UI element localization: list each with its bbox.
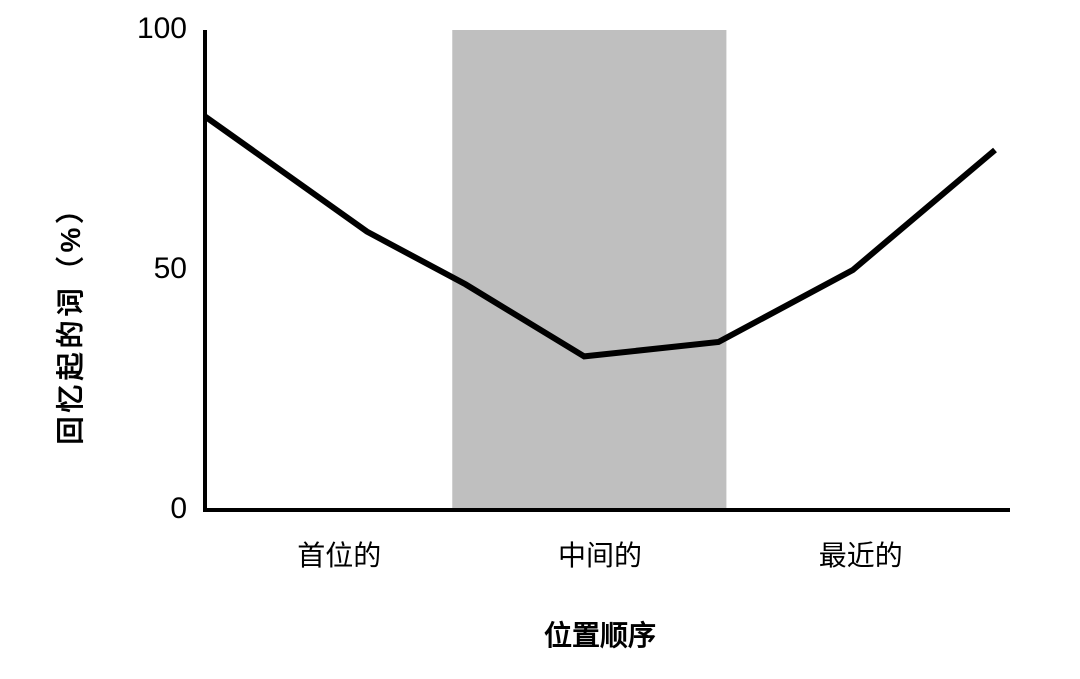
x-category-label: 首位的	[297, 540, 381, 571]
serial-position-chart: 0 50 100 回忆起的词（%） 首位的 中间的 最近的位置顺序	[0, 0, 1080, 679]
y-tick-label: 50	[154, 252, 187, 285]
y-tick-label: 100	[137, 12, 187, 45]
y-tick-label: 0	[170, 492, 187, 525]
middle-band	[452, 30, 726, 510]
x-axis-title: 位置顺序	[544, 619, 656, 651]
x-category-label: 中间的	[558, 540, 642, 571]
x-category-label: 最近的	[819, 540, 903, 571]
y-axis-title: 回忆起的词（%）	[54, 192, 86, 445]
chart-svg: 0 50 100 回忆起的词（%） 首位的 中间的 最近的位置顺序	[0, 0, 1080, 679]
